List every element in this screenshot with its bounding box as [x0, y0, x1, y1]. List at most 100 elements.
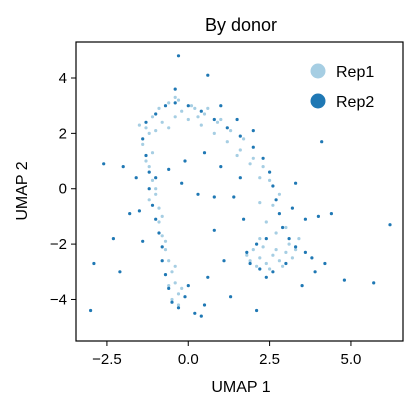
point-rep1-19 [261, 165, 265, 169]
point-rep2-27 [147, 170, 151, 174]
point-rep1-65 [284, 225, 288, 230]
point-rep1-74 [297, 237, 301, 241]
point-rep2-10 [261, 156, 265, 160]
point-rep1-79 [193, 106, 197, 110]
point-rep2-72 [235, 117, 239, 122]
point-rep2-29 [150, 203, 155, 207]
point-rep2-55 [118, 270, 122, 274]
point-rep2-62 [329, 212, 333, 216]
legend: Rep1 Rep2 [310, 63, 374, 111]
point-rep2-6 [212, 117, 216, 122]
point-rep2-44 [196, 192, 200, 196]
point-rep2-46 [232, 195, 236, 199]
y-tick-label-0: −4 [50, 291, 67, 308]
point-rep1-67 [248, 162, 252, 166]
point-rep1-15 [212, 131, 216, 135]
point-rep2-83 [303, 250, 307, 254]
point-rep2-56 [128, 212, 132, 216]
point-rep2-28 [147, 187, 151, 191]
point-rep1-17 [238, 148, 242, 152]
point-rep2-35 [167, 286, 171, 290]
y-axis: −4 −2 0 2 4 [50, 70, 76, 308]
point-rep2-71 [219, 104, 223, 108]
point-rep1-2 [157, 106, 161, 110]
y-tick-label-3: 2 [59, 125, 67, 142]
point-rep1-73 [137, 123, 141, 127]
point-rep2-73 [251, 129, 255, 133]
point-rep1-30 [157, 220, 161, 224]
point-rep2-59 [303, 217, 307, 221]
legend-marker-rep2 [310, 93, 326, 109]
point-rep2-80 [176, 54, 181, 58]
point-rep2-60 [310, 256, 314, 260]
point-rep2-13 [274, 198, 278, 202]
point-rep2-47 [242, 217, 246, 221]
point-rep1-40 [144, 159, 148, 163]
point-rep2-18 [284, 261, 288, 266]
point-rep2-85 [154, 176, 158, 180]
point-rep1-9 [242, 137, 246, 141]
point-rep1-75 [245, 253, 249, 257]
point-rep1-33 [167, 259, 171, 263]
point-rep2-5 [199, 109, 203, 113]
point-rep2-31 [157, 231, 161, 235]
point-rep2-57 [206, 275, 210, 279]
point-rep2-54 [92, 261, 96, 266]
point-rep1-34 [170, 270, 174, 274]
point-rep1-20 [141, 142, 145, 146]
point-rep2-0 [144, 120, 148, 124]
point-rep2-87 [238, 176, 242, 180]
point-rep1-29 [157, 206, 161, 210]
point-rep1-28 [154, 192, 158, 196]
y-tick-label-4: 4 [59, 70, 67, 87]
point-rep1-22 [167, 126, 171, 130]
point-rep2-11 [268, 170, 272, 174]
point-rep1-24 [196, 115, 200, 119]
point-rep2-88 [183, 159, 187, 163]
point-rep2-16 [287, 237, 291, 241]
point-rep1-35 [173, 281, 177, 285]
point-rep1-52 [255, 264, 259, 268]
point-rep2-20 [258, 267, 262, 271]
point-rep1-69 [258, 201, 262, 205]
point-rep1-42 [160, 214, 164, 218]
y-axis-label: UMAP 2 [14, 161, 31, 220]
point-rep1-0 [144, 126, 148, 130]
point-rep1-77 [176, 303, 181, 307]
point-rep1-3 [167, 101, 171, 105]
point-rep2-17 [294, 245, 298, 249]
point-rep1-66 [258, 237, 262, 241]
x-axis: −2.5 0.0 2.5 5.0 [92, 341, 361, 368]
point-rep2-4 [186, 104, 190, 108]
point-rep2-42 [141, 239, 145, 243]
point-rep1-26 [147, 165, 151, 169]
point-rep1-48 [271, 253, 275, 257]
point-rep2-33 [160, 259, 164, 263]
point-rep2-81 [294, 181, 298, 185]
point-rep1-10 [147, 131, 151, 135]
point-rep2-50 [121, 165, 125, 169]
point-rep1-14 [199, 123, 203, 127]
point-rep1-16 [225, 140, 229, 144]
point-rep1-63 [268, 178, 272, 182]
point-rep2-86 [264, 275, 268, 279]
point-rep2-19 [271, 270, 275, 274]
point-rep1-60 [264, 220, 268, 224]
point-rep2-15 [281, 225, 285, 230]
x-tick-label-2: 2.5 [259, 351, 280, 368]
point-rep2-68 [313, 270, 317, 274]
point-rep1-71 [206, 106, 210, 110]
point-rep2-23 [255, 242, 259, 246]
point-rep2-9 [251, 145, 255, 149]
point-rep2-14 [277, 212, 281, 216]
point-rep1-41 [154, 187, 158, 191]
point-rep1-51 [290, 256, 294, 260]
point-rep2-61 [316, 214, 320, 218]
point-rep2-8 [238, 134, 242, 138]
point-rep1-18 [251, 156, 255, 160]
point-rep2-53 [89, 308, 93, 313]
point-rep2-7 [225, 126, 229, 130]
point-rep2-58 [222, 259, 226, 263]
plot-frame [75, 41, 404, 342]
